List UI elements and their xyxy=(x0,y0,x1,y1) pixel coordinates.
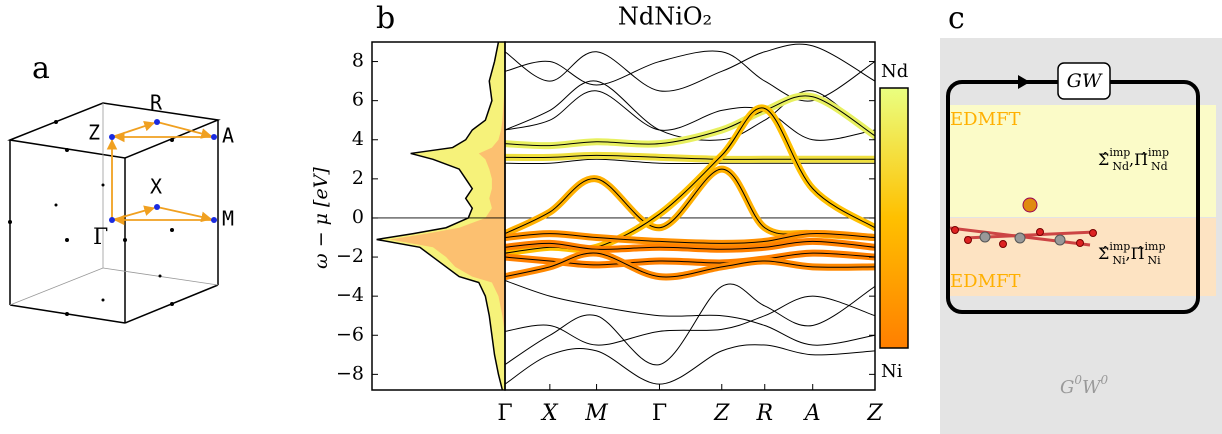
band xyxy=(505,90,875,141)
panel-a: a Z R A X M Γ xyxy=(7,51,234,324)
sub: Ni xyxy=(1148,254,1162,267)
band xyxy=(505,280,875,346)
band xyxy=(505,252,875,266)
symbol: Σ̂ xyxy=(1098,150,1109,169)
k-path xyxy=(106,120,214,226)
y-tick-label: 8 xyxy=(352,50,364,72)
x-tick-label: Γ xyxy=(497,401,512,426)
sup: 0 xyxy=(1101,373,1109,387)
sup: imp xyxy=(1109,146,1130,159)
y-tick-label: −6 xyxy=(336,323,364,345)
x-tick-label: Z xyxy=(713,401,730,426)
edmft-ni-region xyxy=(946,218,1216,296)
symbol: G xyxy=(1060,377,1074,398)
x-tick-label: M xyxy=(584,401,608,426)
nd-self-energy: Σ̂imp Nd,Π̂imp Nd xyxy=(1098,146,1169,173)
sub: Nd xyxy=(1151,160,1168,173)
x-tick-label: Γ xyxy=(652,401,667,426)
y-axis-label: ω − μ [eV] xyxy=(310,167,332,269)
ni-self-energy: Σ̂imp Ni,Π̂imp Ni xyxy=(1098,240,1166,267)
x-tick-label: R xyxy=(755,401,773,426)
band xyxy=(505,252,875,278)
edmft-nd-region xyxy=(946,105,1216,217)
symbol: Σ̂ xyxy=(1098,244,1109,263)
band xyxy=(505,240,875,250)
sup: 0 xyxy=(1074,373,1082,387)
y-tick-label: −8 xyxy=(336,362,364,384)
band xyxy=(505,233,875,244)
edmft-label: EDMFT xyxy=(950,271,1021,292)
x-tick-label: Z xyxy=(866,401,883,426)
panel-label: c xyxy=(948,1,965,36)
band xyxy=(505,154,875,160)
y-tick-label: −2 xyxy=(336,245,364,267)
gw-label: GW xyxy=(1067,70,1103,92)
arrow-head xyxy=(1018,75,1030,89)
symbol: W xyxy=(1082,377,1102,398)
colorbar-label: Nd xyxy=(881,61,908,82)
point-label: R xyxy=(150,91,163,115)
symbol: Π̂ xyxy=(1134,150,1148,169)
x-tick-label: A xyxy=(803,401,821,426)
point-label: Z xyxy=(88,121,100,145)
colorbar-label: Ni xyxy=(881,361,903,382)
sub: Ni xyxy=(1112,254,1126,267)
y-tick-label: 2 xyxy=(352,167,364,189)
dos-outline xyxy=(376,41,504,391)
point-label: M xyxy=(222,207,234,231)
symbol: Π̂ xyxy=(1131,244,1145,263)
panel-c: c GW EDMFT EDMFT Σ̂imp Nd,Π̂imp Nd Σ̂imp Ni… xyxy=(940,1,1222,434)
sep: , xyxy=(1125,244,1130,263)
y-tick-label: 4 xyxy=(352,128,364,150)
dos-ni xyxy=(389,42,505,390)
sup: imp xyxy=(1145,240,1166,253)
gw-box xyxy=(1057,62,1111,100)
crystal xyxy=(949,197,1097,248)
panel-label: b xyxy=(376,1,395,36)
panel-b: b NdNiO₂ ω − μ [eV] Nd Ni −8 −6 −4 −2 0 2 4 6 8 Γ… xyxy=(310,1,909,426)
y-tick-label: 0 xyxy=(352,206,364,228)
sup: imp xyxy=(1148,146,1169,159)
y-tick-label: 6 xyxy=(352,89,364,111)
y-tick-label: −4 xyxy=(336,284,364,306)
band xyxy=(505,80,875,141)
g0w0-label: G0W0 xyxy=(1060,373,1109,399)
dos-total xyxy=(376,42,505,390)
k-points xyxy=(109,119,217,223)
band xyxy=(505,295,875,346)
band xyxy=(505,50,875,102)
band xyxy=(505,158,875,164)
point-label: X xyxy=(150,175,162,199)
band xyxy=(505,344,875,385)
sup: imp xyxy=(1109,240,1130,253)
edmft-label: EDMFT xyxy=(950,109,1021,130)
x-tick-label: X xyxy=(540,401,559,426)
sep: , xyxy=(1129,150,1134,169)
point-label: A xyxy=(222,124,234,148)
plot-frame xyxy=(504,41,876,391)
band xyxy=(505,283,875,366)
band xyxy=(505,43,875,92)
point-label: Γ xyxy=(93,225,108,250)
sub: Nd xyxy=(1112,160,1129,173)
chart-title: NdNiO₂ xyxy=(618,3,712,31)
colorbar xyxy=(879,87,909,349)
band xyxy=(505,95,875,147)
zone-dots xyxy=(8,120,174,316)
panel-label: a xyxy=(32,51,50,86)
